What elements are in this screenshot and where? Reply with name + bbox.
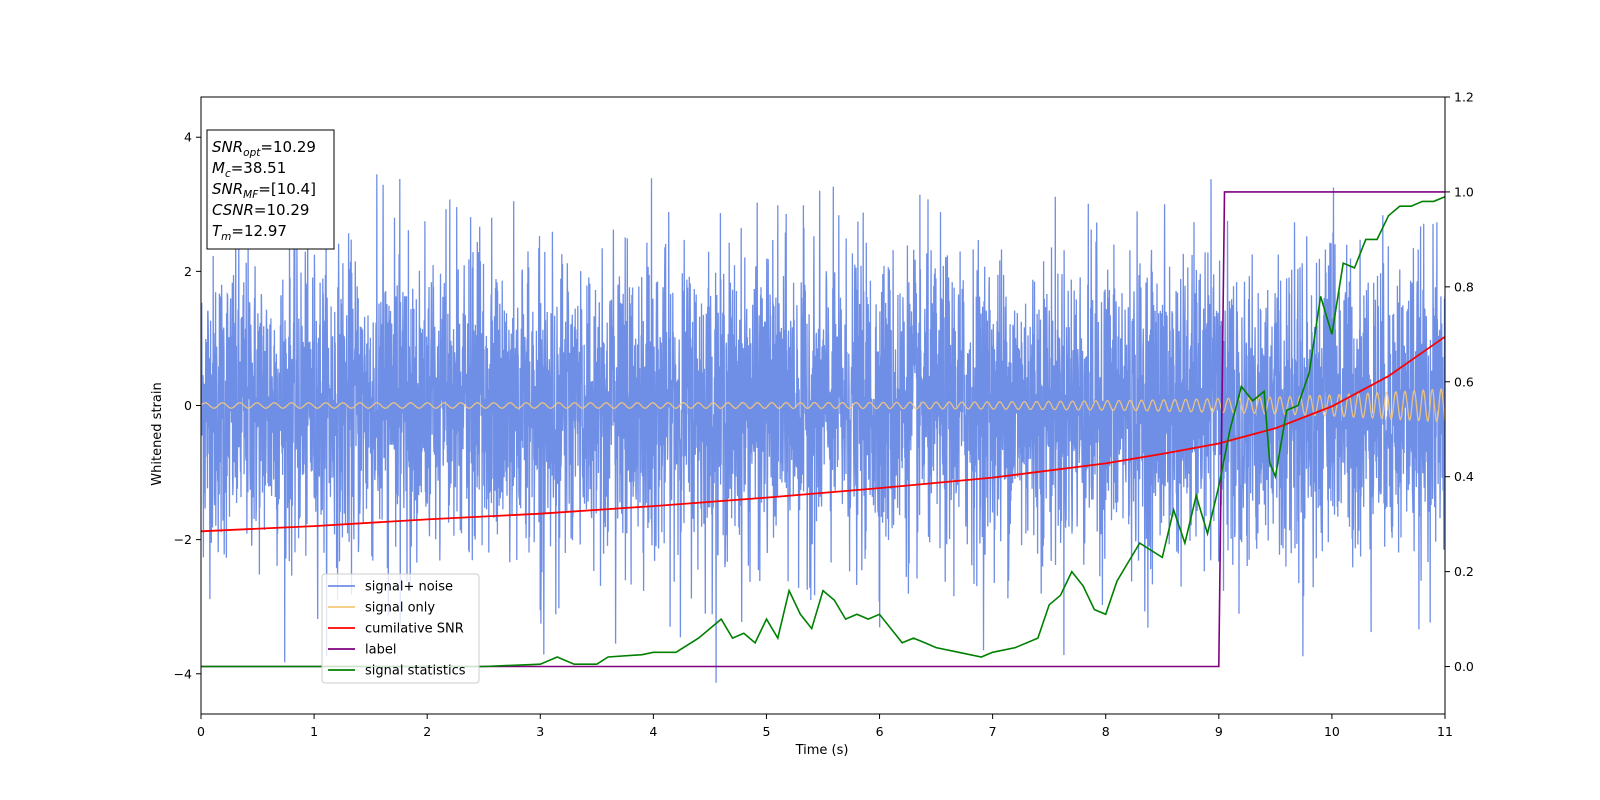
y-tick-label: 4 <box>184 130 192 145</box>
legend-entry: signal+ noise <box>365 580 453 595</box>
y2-tick-label: 0.2 <box>1454 564 1474 579</box>
x-tick-label: 9 <box>1215 724 1223 739</box>
y-tick-label: 0 <box>184 398 192 413</box>
x-tick-label: 11 <box>1437 724 1453 739</box>
legend-frame <box>321 573 480 684</box>
legend-entry: signal only <box>365 601 435 616</box>
x-tick-label: 6 <box>876 724 884 739</box>
legend-entry: cumilative SNR <box>365 622 464 637</box>
x-tick-label: 10 <box>1324 724 1340 739</box>
info-line: Tm=12.97 <box>212 222 287 243</box>
x-tick-label: 7 <box>989 724 997 739</box>
x-tick-label: 8 <box>1102 724 1110 739</box>
series-signal-noise-line <box>201 174 1445 683</box>
info-line: SNRopt=10.29 <box>212 138 316 159</box>
info-line: SNRMF=[10.4] <box>212 180 316 201</box>
x-tick-label: 0 <box>197 724 205 739</box>
y-tick-label: −2 <box>174 532 192 547</box>
y-tick-label: 2 <box>184 264 192 279</box>
plot-area <box>201 174 1445 683</box>
y2-tick-label: 1.0 <box>1454 184 1474 199</box>
info-box: SNRopt=10.29Mc=38.51SNRMF=[10.4]CSNR=10.… <box>206 129 335 250</box>
y-tick-label: −4 <box>174 666 192 681</box>
info-line: CSNR=10.29 <box>212 201 309 219</box>
y2-tick-label: 0.8 <box>1454 279 1474 294</box>
legend-entry: signal statistics <box>365 664 466 679</box>
legend-entry: label <box>365 643 396 658</box>
x-tick-label: 1 <box>310 724 318 739</box>
series-cumilative-snr-line <box>201 335 1445 533</box>
y2-tick-label: 0.4 <box>1454 469 1474 484</box>
x-tick-label: 5 <box>762 724 770 739</box>
y2-tick-label: 1.2 <box>1454 90 1474 105</box>
x-tick-label: 2 <box>423 724 431 739</box>
y2-tick-label: 0.6 <box>1454 374 1474 389</box>
info-box-frame <box>206 129 335 250</box>
info-line: Mc=38.51 <box>212 159 286 180</box>
y-axis-label: Whitened strain <box>150 382 165 485</box>
legend: signal+ noise signal only cumilative SNR la… <box>321 573 480 684</box>
series-signal-statistics-line <box>201 195 1445 668</box>
x-axis-label: Time (s) <box>795 743 849 758</box>
x-tick-label: 3 <box>536 724 544 739</box>
y2-tick-label: 0.0 <box>1454 659 1474 674</box>
x-tick-label: 4 <box>649 724 657 739</box>
axes: 0 1 2 3 4 5 6 7 8 9 10 11 −4 −2 0 2 4 0.0 0.2 0.4 0.6 0.8 1.0 1… <box>174 90 1474 740</box>
series-label-line <box>201 191 1445 668</box>
